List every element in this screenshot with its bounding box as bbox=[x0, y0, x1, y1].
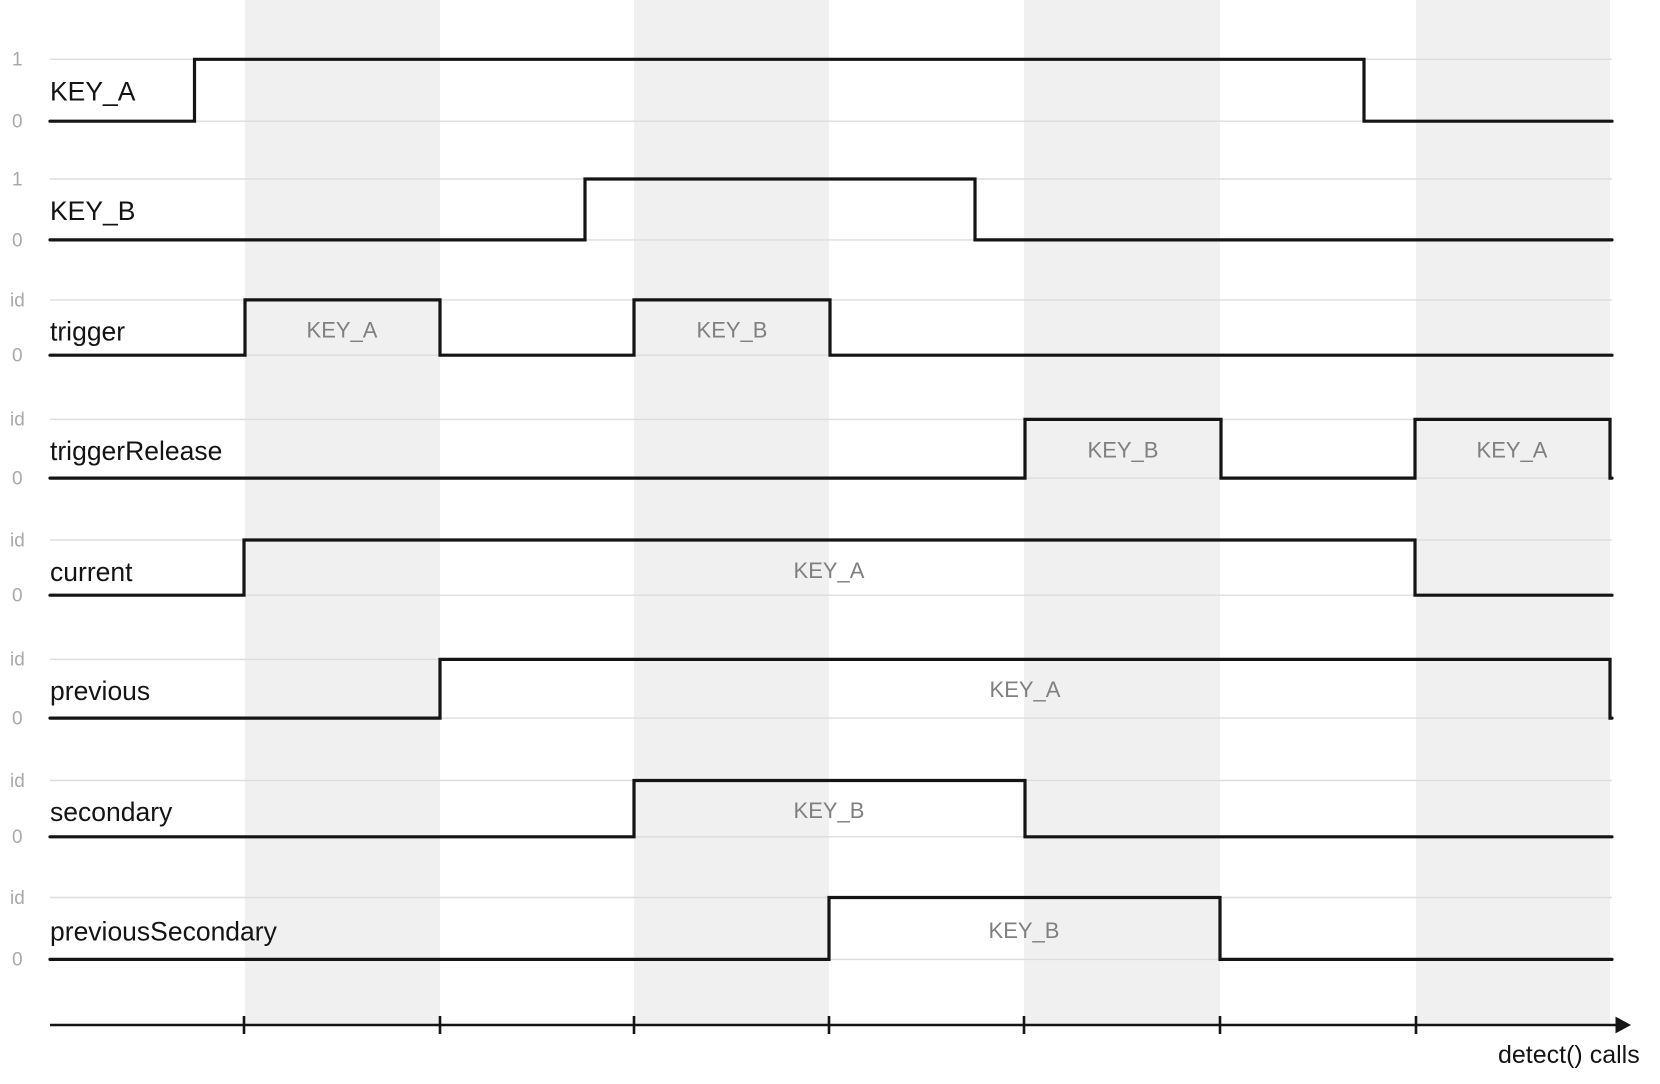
svg-text:1: 1 bbox=[12, 170, 23, 191]
svg-text:KEY_A: KEY_A bbox=[50, 77, 136, 107]
svg-text:KEY_A: KEY_A bbox=[990, 677, 1061, 702]
svg-text:id: id bbox=[10, 888, 25, 909]
svg-text:id: id bbox=[10, 531, 25, 552]
svg-text:KEY_B: KEY_B bbox=[697, 318, 768, 343]
svg-text:KEY_A: KEY_A bbox=[307, 318, 378, 343]
svg-text:KEY_A: KEY_A bbox=[1477, 438, 1548, 463]
svg-text:0: 0 bbox=[12, 586, 23, 607]
svg-text:0: 0 bbox=[12, 231, 23, 252]
svg-text:trigger: trigger bbox=[50, 317, 125, 347]
svg-text:0: 0 bbox=[12, 709, 23, 730]
svg-text:id: id bbox=[10, 650, 25, 671]
svg-text:KEY_B: KEY_B bbox=[50, 196, 135, 226]
svg-text:KEY_B: KEY_B bbox=[989, 918, 1060, 943]
svg-text:0: 0 bbox=[12, 469, 23, 490]
svg-text:0: 0 bbox=[12, 827, 23, 848]
svg-text:KEY_B: KEY_B bbox=[1088, 438, 1159, 463]
svg-text:previousSecondary: previousSecondary bbox=[50, 917, 278, 947]
svg-text:secondary: secondary bbox=[50, 797, 173, 827]
svg-text:previous: previous bbox=[50, 676, 150, 706]
svg-text:1: 1 bbox=[12, 50, 23, 71]
svg-text:0: 0 bbox=[12, 346, 23, 367]
svg-text:KEY_A: KEY_A bbox=[794, 558, 865, 583]
svg-text:id: id bbox=[10, 771, 25, 792]
svg-text:KEY_B: KEY_B bbox=[794, 798, 865, 823]
svg-text:0: 0 bbox=[12, 950, 23, 971]
svg-text:triggerRelease: triggerRelease bbox=[50, 436, 222, 466]
svg-text:0: 0 bbox=[12, 112, 23, 133]
svg-text:detect() calls: detect() calls bbox=[1498, 1041, 1640, 1069]
svg-text:current: current bbox=[50, 557, 133, 587]
svg-text:id: id bbox=[10, 410, 25, 431]
svg-text:id: id bbox=[10, 291, 25, 312]
